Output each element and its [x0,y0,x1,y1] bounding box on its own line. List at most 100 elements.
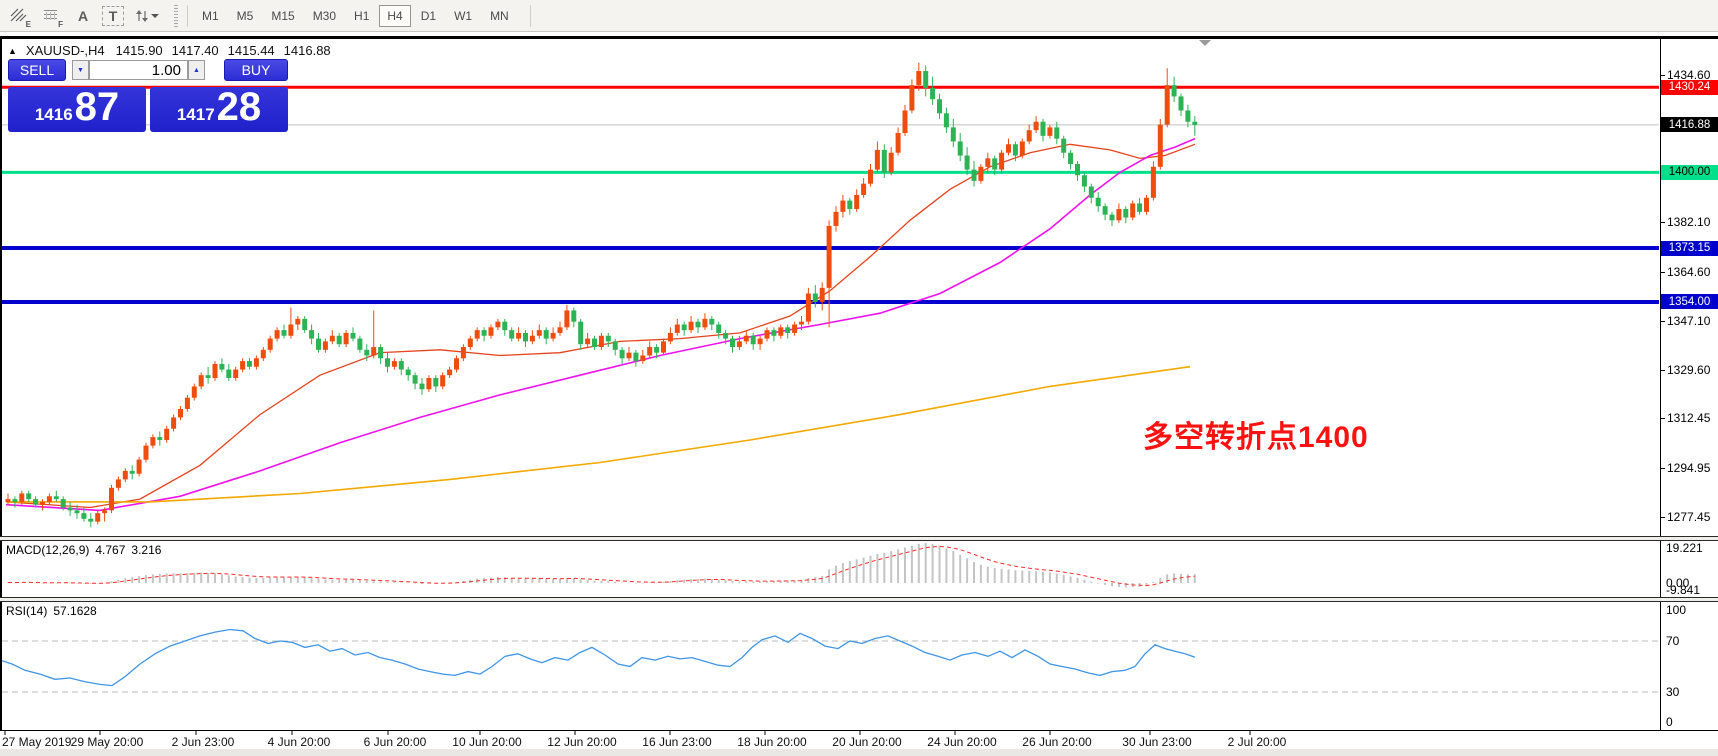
macd-bar [331,579,334,583]
ma-fast-red [5,143,1196,509]
ohlc-close: 1416.88 [283,43,331,58]
candle-body [598,335,604,348]
toolbar: E F A T M1 M5 M15 M30 H1 H [0,0,1718,32]
buy-price-box[interactable]: 1417 28 [150,87,288,132]
macd-bar [214,573,216,583]
time-label: 10 Jun 20:00 [452,735,522,749]
candle-body [295,318,301,325]
rsi-title: RSI(14) [6,604,48,618]
font-icon-label: A [77,7,89,24]
macd-bar [76,583,78,584]
macd-bar [1035,571,1038,583]
candle-body [916,71,922,86]
timeframe-W1[interactable]: W1 [454,8,473,23]
indicators-hatch-icon[interactable]: E [6,4,32,29]
macd-bar [979,564,982,583]
timeframe-M15[interactable]: M15 [271,8,295,23]
macd-bar [117,579,120,583]
candle-body [619,349,625,359]
chevron-up-icon[interactable]: ▲ [8,45,17,56]
macd-bar [338,579,341,583]
macd-bar [234,576,237,583]
toolbar-grip[interactable] [174,4,178,27]
sell-button-label: SELL [19,62,55,78]
candle-body [1171,85,1177,97]
candle-body [1081,175,1087,187]
time-label: 2 Jul 20:00 [1227,735,1287,749]
candle-body [730,338,735,348]
chart-title: ▲ XAUUSD-,H4 1415.90 1417.40 1415.44 141… [8,43,331,58]
timeframe-M1[interactable]: M1 [202,8,219,23]
time-label: 30 Jun 23:00 [1122,735,1192,749]
grid-icon[interactable]: F [38,4,64,29]
macd-bar [697,578,699,583]
candle-body [971,169,977,181]
candle-body [419,383,425,390]
price-tick-dash [1661,418,1665,420]
buy-button[interactable]: BUY [224,59,288,81]
candle-body [371,347,377,356]
macd-signal-value: 3.216 [131,543,162,557]
price-badge-1400.00: 1400.00 [1661,164,1718,180]
candle-body [1150,166,1156,198]
macd-bar [648,582,651,583]
macd-bar [62,582,65,584]
macd-bar [559,578,561,583]
timeframe-H4[interactable]: H4 [379,4,411,27]
macd-bar [524,578,527,583]
candle-body [592,338,597,348]
macd-bar [1097,583,1100,584]
rsi-current-value: 57.1628 [53,604,97,618]
macd-bar [186,572,189,583]
volume-decrease-button[interactable]: ▼ [72,60,89,80]
time-label: 12 Jun 20:00 [547,735,617,749]
candle-body [198,375,204,387]
candle-body [495,321,501,328]
macd-bar [662,581,665,583]
macd-bar [910,545,913,583]
volume-input[interactable] [89,60,188,80]
timeframe-M5[interactable]: M5 [236,8,254,23]
candle-body [12,499,18,502]
rsi-splitter[interactable] [0,597,1718,602]
macd-bar [717,579,720,583]
timeframe-D1[interactable]: D1 [420,8,437,23]
candle-body [74,510,80,514]
candle-body [1109,214,1115,221]
macd-bar [572,578,575,583]
sell-price-box[interactable]: 1416 87 [8,87,146,132]
macd-bar [855,559,858,583]
candle-body [240,361,246,370]
candle-body [847,200,853,210]
macd-bar [1042,571,1044,583]
text-label-icon[interactable]: T [102,5,124,26]
font-icon[interactable]: A [70,4,96,28]
macd-bar [745,581,748,583]
macd-bar [124,578,127,583]
candle-body [654,347,660,353]
timeframe-M30[interactable]: M30 [312,8,337,23]
candle-body [509,330,515,339]
macd-bar [1069,576,1072,583]
volume-increase-button[interactable]: ▲ [188,60,205,80]
candle-body [454,358,459,370]
timeframe-H1[interactable]: H1 [354,8,370,23]
candle-body [792,324,798,333]
arrows-sort-icon[interactable] [130,4,164,28]
candle-body [868,169,873,184]
macd-bar [414,583,417,584]
candle-body [799,321,804,325]
macd-bar [766,581,768,583]
candle-body [633,352,639,362]
macd-bar [227,575,230,583]
candle-body [233,369,239,379]
macd-bar [1062,574,1065,583]
candle-body [26,493,32,500]
candle-body [1019,141,1025,156]
macd-splitter[interactable] [0,536,1718,541]
sell-button[interactable]: SELL [8,59,66,81]
chart-shift-marker-icon[interactable] [1199,40,1211,46]
candle-body [909,85,915,111]
timeframe-MN[interactable]: MN [490,8,509,23]
